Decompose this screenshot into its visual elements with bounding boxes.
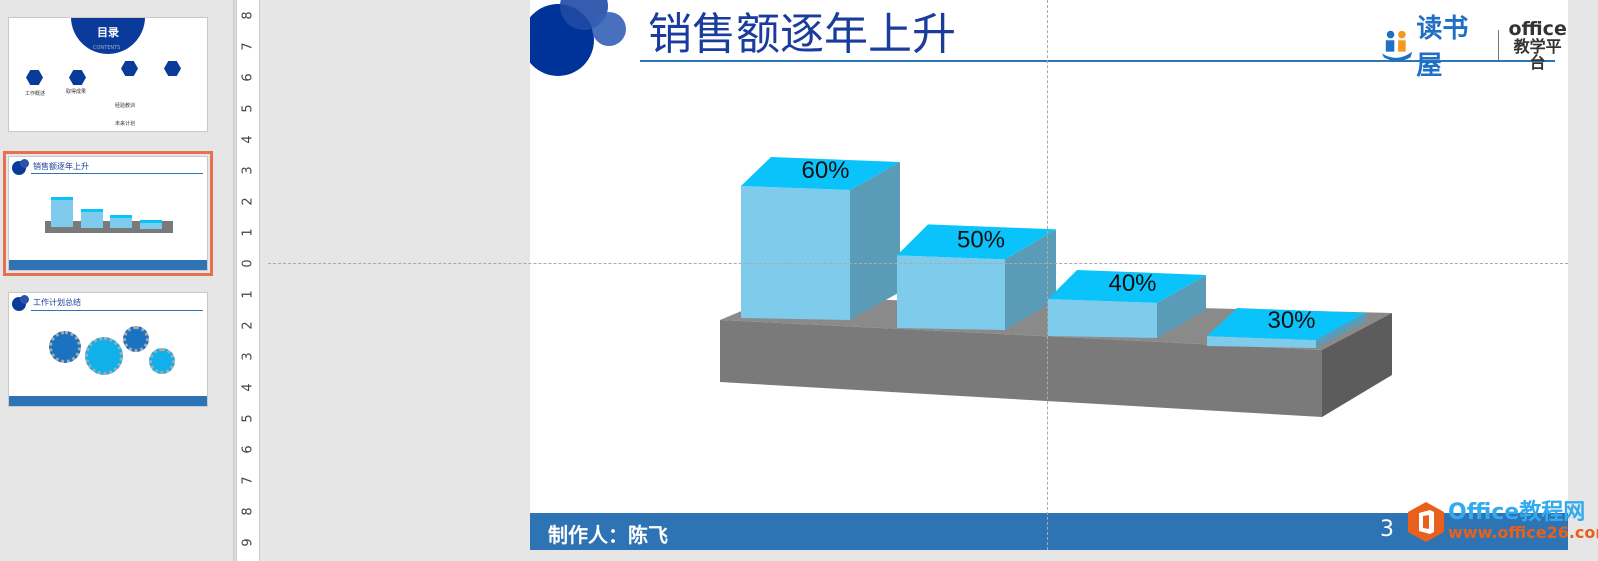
hexagon-icon [26, 70, 43, 85]
ruler-label: 8 [240, 11, 256, 20]
gear-icon [49, 331, 81, 363]
ruler-label: 5 [240, 104, 256, 113]
bar-front [741, 186, 850, 320]
watermark-title: Office教程网 [1448, 500, 1586, 525]
brand-logo: 读书屋 office 教学平台 [1382, 8, 1568, 82]
footer-author: 制作人：陈飞 [548, 523, 668, 547]
ruler-label: 1 [240, 228, 256, 237]
bar-top [1207, 308, 1366, 340]
thumb-subtitle: CONTENTS [93, 45, 121, 51]
thumb-footer [9, 396, 207, 406]
ruler-label: 0 [240, 259, 256, 268]
logo-brand-text: 读书屋 [1416, 14, 1469, 81]
ruler-label: 1 [240, 290, 256, 299]
ruler-label: 6 [240, 445, 256, 454]
bar-side [850, 162, 900, 320]
ruler-label: 3 [240, 352, 256, 361]
slide-canvas[interactable]: 销售额逐年上升 读书屋 office 教学平台 60% 50% 40% 30% 制作人… [530, 0, 1568, 550]
data-label: 60% [801, 157, 849, 184]
circle-decoration [592, 12, 626, 46]
slide-thumbnail-3[interactable]: 工作计划总结 [8, 292, 208, 407]
vertical-scrollbar[interactable] [1568, 0, 1598, 561]
bar [51, 197, 73, 227]
slide-thumbnail-1[interactable]: 目录 CONTENTS 工作概述 取得成果 经验教训 未来计划 [8, 17, 208, 132]
thumb-item: 未来计划 [115, 121, 136, 127]
bar-side [1316, 313, 1366, 348]
bar-front [897, 255, 1005, 330]
ruler-label: 7 [240, 476, 256, 485]
bar-chart-3d[interactable]: 60% 50% 40% 30% [530, 0, 1568, 513]
thumb-title: 销售额逐年上升 [33, 162, 89, 171]
thumb-item: 经验教训 [115, 103, 136, 109]
thumb-item: 取得成果 [66, 89, 87, 95]
data-label: 40% [1108, 270, 1156, 297]
office-logo-icon [1408, 502, 1444, 542]
vertical-guide[interactable] [1047, 0, 1048, 550]
thumb-title: 目录 [97, 26, 119, 39]
bar-top [1048, 269, 1206, 303]
page-number: 3 [1380, 517, 1394, 542]
ruler-label: 2 [240, 197, 256, 206]
slide-footer: 制作人：陈飞 3 [530, 513, 1568, 550]
title-underline [640, 60, 1555, 62]
watermark-url: www.office26.com [1448, 523, 1598, 542]
bar-top [897, 224, 1056, 260]
thumb-item: 工作概述 [25, 91, 46, 97]
ruler-label: 9 [240, 538, 256, 547]
slide-title[interactable]: 销售额逐年上升 [648, 9, 956, 60]
data-label: 50% [957, 226, 1005, 253]
ruler-label: 2 [240, 321, 256, 330]
hexagon-icon [164, 61, 181, 76]
bar-side [1005, 229, 1056, 330]
slide-thumbnail-2[interactable]: 销售额逐年上升 [3, 151, 213, 276]
bar-side [1157, 274, 1206, 338]
gear-icon [123, 326, 149, 352]
logo-separator [1498, 30, 1500, 60]
bar [81, 209, 103, 228]
ruler-label: 3 [240, 166, 256, 175]
logo-product-line1: office [1508, 17, 1567, 40]
title-rule [31, 310, 203, 311]
gear-icon [149, 348, 175, 374]
logo-product: office 教学平台 [1507, 17, 1568, 72]
thumb-title: 工作计划总结 [33, 298, 81, 307]
logo-product-line2: 教学平台 [1513, 36, 1562, 72]
hexagon-icon [121, 61, 138, 76]
data-label: 30% [1267, 307, 1315, 334]
reader-logo-icon [1382, 30, 1413, 62]
bar [140, 220, 162, 229]
platform-side [1322, 313, 1392, 417]
gear-icon [85, 337, 123, 375]
platform-front [720, 320, 1322, 417]
hexagon-icon [69, 70, 86, 85]
circle-decoration [20, 295, 29, 304]
bar-front [1048, 298, 1157, 338]
panel-splitter[interactable] [233, 0, 235, 561]
thumb-footer [9, 260, 207, 270]
ruler-label: 4 [240, 383, 256, 392]
vertical-ruler: 8 7 6 5 4 3 2 1 0 1 2 3 4 5 6 7 8 9 [236, 0, 260, 561]
bar-top [741, 157, 900, 190]
horizontal-guide[interactable] [268, 263, 1568, 264]
circle-decoration [20, 159, 29, 168]
title-rule [31, 173, 203, 174]
slide-thumbnail-panel: 目录 CONTENTS 工作概述 取得成果 经验教训 未来计划 销售额逐年上升 … [0, 0, 234, 561]
ruler-label: 4 [240, 135, 256, 144]
ruler-label: 5 [240, 414, 256, 423]
ruler-label: 6 [240, 73, 256, 82]
bar [110, 215, 132, 228]
watermark: Office教程网 www.office26.com [1408, 502, 1598, 542]
ruler-label: 8 [240, 507, 256, 516]
ruler-label: 7 [240, 42, 256, 51]
